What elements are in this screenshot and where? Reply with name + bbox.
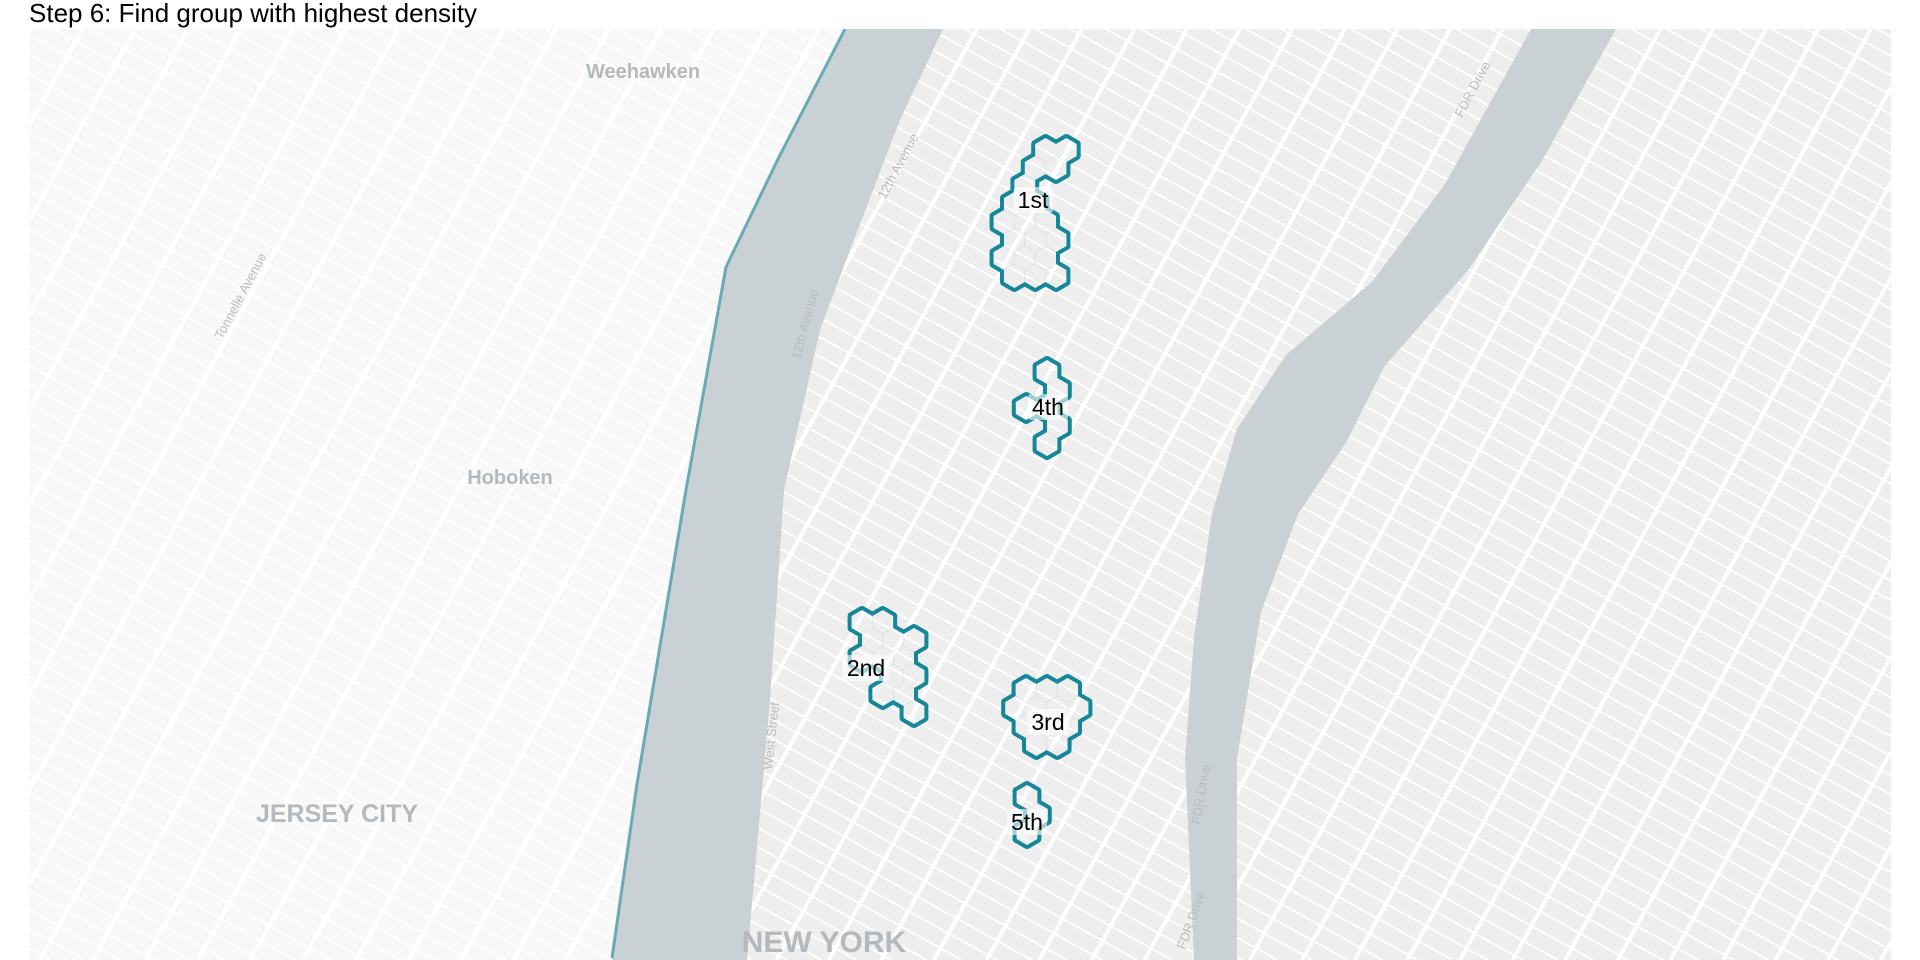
group-label: 2nd (842, 655, 890, 681)
street (1420, 29, 1891, 291)
group-label-background (1007, 809, 1047, 835)
group-label: 5th (1007, 809, 1047, 835)
street (1631, 29, 1891, 174)
group-rank-label: 2nd (847, 655, 885, 681)
avenue (1721, 655, 1891, 960)
avenue (721, 29, 1242, 960)
avenue (827, 29, 1347, 960)
avenue (1773, 750, 1891, 960)
street (1245, 29, 1891, 388)
hudson-river (612, 29, 943, 960)
hex-cell (1041, 152, 1071, 184)
street (1070, 29, 1891, 485)
street (1385, 29, 1891, 310)
street (1771, 29, 1891, 96)
boundary-line (610, 29, 847, 959)
street (1210, 29, 1891, 407)
group-label-background (1013, 187, 1053, 213)
street (1876, 29, 1891, 38)
east-river (1185, 29, 1616, 960)
street (1806, 29, 1891, 77)
hex-cell (899, 696, 929, 728)
group-rank-label: 5th (1011, 809, 1043, 835)
avenue (1668, 560, 1891, 960)
street (1175, 29, 1891, 427)
avenue (1247, 29, 1768, 960)
street (1140, 29, 1891, 446)
group-label: 3rd (1027, 709, 1069, 735)
street-west-street: West Street (760, 701, 782, 770)
hex-cell (1041, 260, 1071, 292)
avenue (1405, 86, 1891, 960)
place-jersey-city: JERSEY CITY (256, 800, 418, 828)
street (1280, 29, 1891, 368)
group-label-background (1027, 709, 1069, 735)
hex-cell (1042, 728, 1072, 760)
street (1350, 29, 1891, 329)
hex-cell (1032, 428, 1062, 460)
place-weehawken: Weehawken (586, 61, 700, 83)
avenue (1458, 181, 1891, 960)
street (1701, 29, 1891, 135)
avenue (1353, 29, 1873, 960)
group-rank-label: 1st (1018, 187, 1049, 213)
place-hoboken: Hoboken (467, 467, 553, 489)
group-label: 1st (1013, 187, 1053, 213)
group-rank-label: 4th (1032, 394, 1064, 420)
street (1666, 29, 1891, 155)
step-title: Step 6: Find group with highest density (29, 0, 478, 28)
street (1841, 29, 1891, 57)
new-jersey-fade (29, 29, 845, 960)
hex-group-1st[interactable] (989, 134, 1081, 292)
place-new-york: NEW YORK (742, 926, 907, 959)
street (1561, 29, 1891, 213)
group-label: 4th (1028, 394, 1068, 420)
avenue (1616, 466, 1891, 960)
group-label-background (1028, 394, 1068, 420)
street (1315, 29, 1891, 349)
group-label-background (842, 655, 890, 681)
street (1736, 29, 1891, 116)
street (1105, 29, 1891, 466)
avenue (1878, 940, 1891, 960)
group-rank-label: 3rd (1031, 709, 1064, 735)
street (1596, 29, 1891, 193)
